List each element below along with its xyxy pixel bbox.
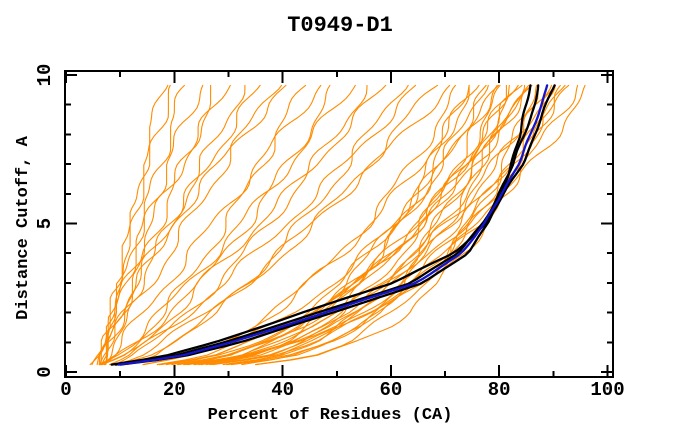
- axes-layer: 0 20 40 60 80 100 0 5 10: [34, 64, 625, 401]
- highlight-model-1-curve: [119, 84, 532, 366]
- ensemble-model-curve: [98, 84, 387, 366]
- y-tick-label: 5: [34, 218, 56, 229]
- ensemble-model-curve: [187, 84, 556, 366]
- ensemble-model-curve: [209, 84, 579, 366]
- ensemble-model-curve: [108, 84, 417, 366]
- ensemble-model-curve: [156, 84, 498, 366]
- ensemble-model-curve: [114, 84, 438, 366]
- ensemble-model-curve: [198, 84, 533, 366]
- ensemble-model-curve: [230, 84, 566, 366]
- ensemble-model-curve: [101, 84, 331, 366]
- ensemble-model-curve: [126, 84, 409, 366]
- ensemble-model-curve: [98, 84, 246, 366]
- x-tick-label: 80: [488, 379, 511, 401]
- ensemble-model-curve: [254, 84, 539, 366]
- ensemble-model-curve: [177, 84, 570, 366]
- ensemble-model-curve: [142, 84, 456, 366]
- plot-frame: [64, 70, 614, 378]
- ensemble-model-curve: [105, 84, 171, 366]
- ensemble-model-curve: [103, 84, 283, 366]
- curves-layer: [89, 84, 586, 366]
- ensemble-model-curve: [222, 84, 510, 366]
- x-tick-label: 40: [271, 379, 294, 401]
- selected-model-curve: [117, 84, 549, 366]
- ensemble-model-curve: [89, 84, 185, 366]
- ensemble-model-curve: [143, 84, 480, 366]
- x-axis-label: Percent of Residues (CA): [208, 406, 453, 425]
- x-tick-label: 100: [590, 379, 624, 401]
- highlight-model-2-curve: [114, 84, 540, 366]
- y-tick-label: 0: [34, 366, 56, 377]
- ensemble-model-curve: [100, 84, 307, 366]
- x-tick-label: 60: [379, 379, 402, 401]
- chart-title: T0949-D1: [287, 13, 393, 38]
- ensemble-model-curve: [100, 84, 204, 366]
- y-tick-label: 10: [34, 64, 56, 87]
- ensemble-model-curve: [103, 84, 322, 366]
- ensemble-model-curve: [114, 84, 368, 366]
- y-axis-label: Distance Cutoff, A: [14, 135, 33, 319]
- x-tick-label: 20: [163, 379, 186, 401]
- ensemble-model-curve: [115, 84, 451, 366]
- ensemble-model-curve: [99, 84, 231, 366]
- ensemble-model-curve: [99, 84, 287, 366]
- x-tick-label: 0: [60, 379, 71, 401]
- ensemble-model-curve: [177, 84, 523, 366]
- ensemble-model-curve: [99, 84, 356, 366]
